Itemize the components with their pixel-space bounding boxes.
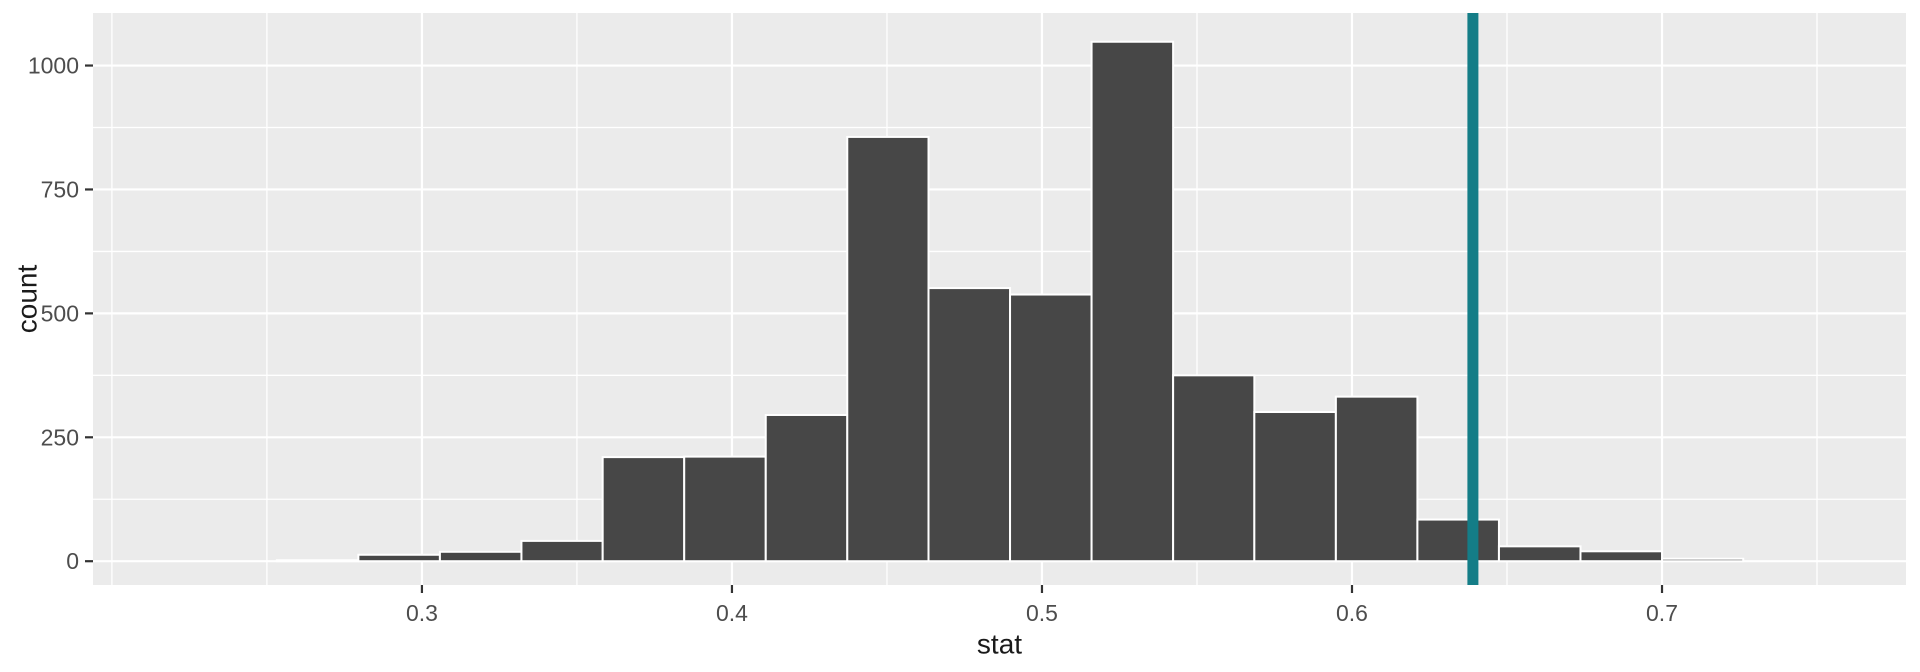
histogram-bar [438,550,523,563]
histogram-bar [601,456,686,563]
histogram-bar [764,413,849,563]
x-tick-label: 0.3 [406,600,438,626]
y-axis-title: count [12,265,43,334]
histogram-bar [927,287,1012,563]
y-tick-label: 750 [41,176,79,202]
y-tick-label: 250 [41,424,79,450]
y-tick-label: 0 [66,548,79,574]
histogram-bar [1497,545,1582,563]
y-tick-label: 1000 [28,53,79,79]
x-tick-label: 0.7 [1646,600,1678,626]
histogram-bar [1334,395,1419,563]
histogram-bar [1172,374,1256,563]
histogram-bar [683,455,767,563]
y-tick-label: 500 [41,300,79,326]
histogram-bar [1579,550,1664,563]
histogram-bar [1416,518,1500,563]
histogram-bar [357,553,441,563]
histogram-bar [846,135,930,563]
histogram-bar [1661,557,1745,563]
x-tick-label: 0.4 [716,600,748,626]
histogram-bar [520,539,604,563]
x-axis-title: stat [977,629,1022,660]
histogram-bar [1009,293,1093,563]
x-tick-label: 0.5 [1026,600,1058,626]
histogram-bar [275,559,360,563]
x-tick-label: 0.6 [1336,600,1368,626]
histogram-bar [1253,411,1337,563]
histogram-bar [1090,40,1175,563]
